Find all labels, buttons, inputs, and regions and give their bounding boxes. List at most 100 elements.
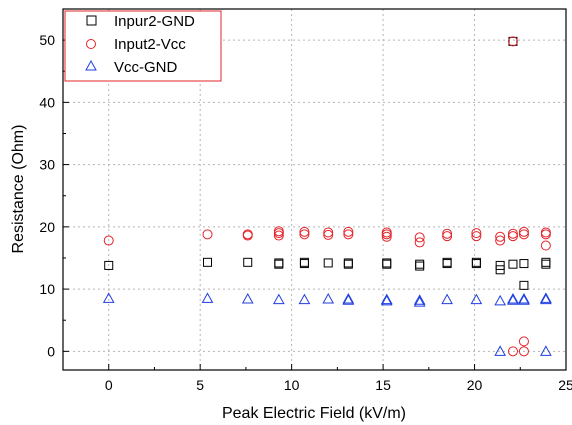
legend-label-vcc-gnd: Vcc-GND bbox=[114, 59, 178, 76]
legend-box bbox=[64, 10, 222, 82]
data-point bbox=[323, 227, 334, 238]
data-point bbox=[495, 231, 506, 242]
x-tick-label: 5 bbox=[196, 377, 204, 393]
data-point bbox=[540, 229, 551, 240]
legend-marker-input2-vcc bbox=[86, 39, 96, 49]
data-point bbox=[323, 258, 333, 268]
data-point bbox=[470, 293, 483, 305]
data-point bbox=[442, 231, 453, 242]
data-point bbox=[102, 292, 115, 303]
data-point bbox=[202, 229, 213, 240]
data-point bbox=[202, 257, 212, 267]
data-point bbox=[343, 226, 354, 237]
data-point bbox=[541, 259, 551, 269]
data-point bbox=[518, 336, 529, 347]
y-tick-label: 10 bbox=[39, 281, 55, 297]
x-tick-label: 10 bbox=[284, 377, 300, 393]
y-tick-label: 30 bbox=[39, 157, 55, 173]
data-point bbox=[381, 227, 392, 238]
data-point bbox=[322, 293, 335, 304]
data-point bbox=[103, 235, 114, 246]
data-point bbox=[471, 228, 482, 239]
data-point bbox=[442, 228, 453, 239]
data-point bbox=[519, 259, 529, 269]
series-input2-vcc bbox=[103, 36, 551, 357]
data-point bbox=[415, 261, 425, 271]
data-point bbox=[272, 293, 285, 305]
data-point bbox=[519, 280, 529, 290]
data-point bbox=[518, 229, 529, 240]
x-axis-title: Peak Electric Field (kV/m) bbox=[222, 405, 406, 422]
y-axis-title: Resistance (Ohm) bbox=[10, 125, 27, 254]
legend-label-inpur2-gnd: Inpur2-GND bbox=[114, 13, 195, 30]
data-point bbox=[494, 345, 507, 356]
x-tick-label: 0 bbox=[105, 377, 113, 393]
axis-ticks: 0 5 10 15 20 25 0 10 20 30 40 50 bbox=[39, 32, 572, 393]
data-point bbox=[299, 226, 310, 237]
data-point bbox=[471, 257, 481, 267]
data-point bbox=[242, 229, 253, 240]
data-point bbox=[299, 229, 310, 240]
data-point bbox=[274, 258, 284, 268]
data-point bbox=[343, 229, 354, 240]
data-point bbox=[298, 293, 311, 305]
data-point bbox=[507, 293, 519, 304]
data-point bbox=[414, 232, 425, 243]
data-point bbox=[342, 294, 355, 305]
x-tick-label: 25 bbox=[558, 377, 572, 393]
data-point bbox=[518, 346, 529, 357]
data-point bbox=[415, 259, 425, 269]
data-point bbox=[104, 260, 114, 270]
x-tick-label: 20 bbox=[467, 377, 483, 393]
data-point bbox=[323, 229, 334, 240]
data-point bbox=[201, 292, 214, 303]
y-tick-label: 40 bbox=[39, 94, 55, 110]
data-point bbox=[507, 346, 518, 357]
legend-marker-vcc-gnd bbox=[85, 59, 97, 71]
legend-marker-inpur2-gnd bbox=[86, 15, 97, 26]
data-point bbox=[507, 231, 518, 242]
y-tick-label: 50 bbox=[39, 32, 55, 48]
plot-frame bbox=[62, 8, 567, 371]
data-point bbox=[518, 294, 530, 305]
data-point bbox=[518, 226, 529, 237]
data-point bbox=[508, 259, 518, 269]
y-tick-label: 20 bbox=[39, 219, 55, 235]
data-point bbox=[241, 293, 254, 304]
x-tick-label: 15 bbox=[375, 377, 391, 393]
data-points bbox=[102, 36, 552, 357]
data-point bbox=[414, 237, 425, 248]
legend: Inpur2-GND Input2-Vcc Vcc-GND bbox=[64, 10, 222, 82]
data-point bbox=[495, 235, 506, 246]
data-point bbox=[540, 240, 551, 251]
data-point bbox=[299, 257, 309, 267]
data-point bbox=[273, 226, 284, 237]
data-point bbox=[508, 36, 518, 46]
data-point bbox=[540, 292, 552, 303]
data-point bbox=[343, 258, 353, 268]
data-point bbox=[273, 230, 284, 241]
data-point bbox=[382, 258, 392, 268]
data-point bbox=[507, 228, 518, 239]
data-point bbox=[243, 257, 253, 267]
data-point bbox=[540, 293, 552, 305]
series-vcc-gnd bbox=[102, 292, 552, 356]
data-point bbox=[541, 257, 551, 267]
data-point bbox=[494, 294, 507, 306]
data-point bbox=[507, 36, 518, 47]
y-tick-label: 0 bbox=[47, 343, 55, 359]
data-point bbox=[380, 293, 393, 305]
data-point bbox=[413, 296, 426, 307]
data-point bbox=[413, 294, 426, 305]
data-point bbox=[518, 293, 530, 304]
data-point bbox=[540, 345, 552, 356]
data-point bbox=[342, 293, 355, 304]
data-point bbox=[495, 260, 505, 270]
legend-label-input2-vcc: Input2-Vcc bbox=[114, 36, 186, 53]
data-point bbox=[442, 257, 452, 267]
data-point bbox=[507, 294, 519, 305]
data-point bbox=[471, 231, 482, 242]
data-point bbox=[381, 231, 392, 242]
data-point bbox=[540, 227, 551, 238]
